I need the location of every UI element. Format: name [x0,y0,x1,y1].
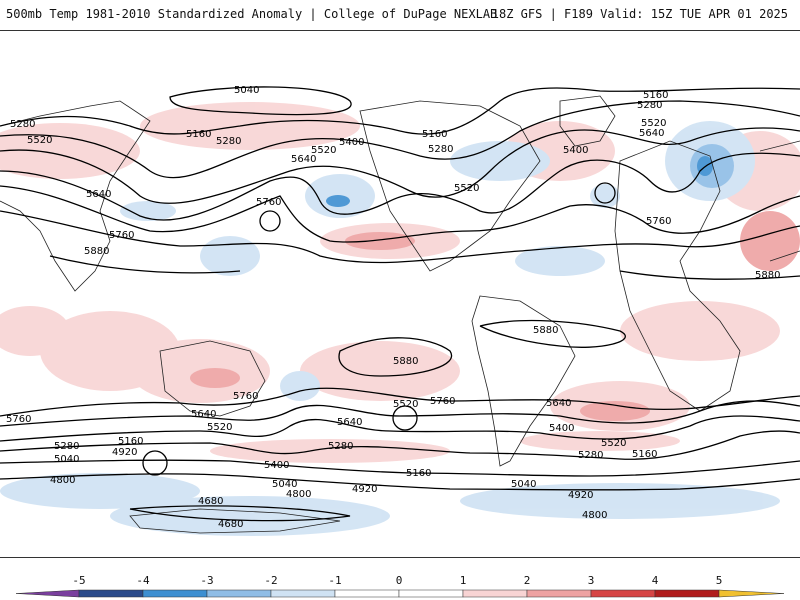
coast-east-asia [759,140,800,262]
contour-label: 5640 [191,409,216,420]
contour-label: 5640 [546,398,571,409]
contour-label: 5280 [10,119,35,130]
colorbar-tick-label: 5 [715,574,723,587]
contour-labels: 5040 5280 5520 5160 5280 5640 5520 5400 … [6,85,780,530]
contour-label: 5040 [54,454,79,465]
contour-label: 5520 [641,118,666,129]
colorbar-segment [462,589,528,598]
colorbar-tick-label: -5 [72,574,86,587]
contour-5880-pacific [338,337,453,377]
contour-label: 5160 [422,129,447,140]
contour-label: 5280 [578,450,603,461]
contour-label: 5040 [272,479,297,490]
contour-label: 5040 [234,85,259,96]
contour-5880-atlantic [479,319,626,348]
colorbar-segment [142,589,208,598]
contour-label: 5520 [454,183,479,194]
contour-label: 5520 [207,422,232,433]
contour-label: 5160 [186,129,211,140]
coast-greenland [559,95,616,147]
colorbar-segment [398,589,464,598]
contour-label: 4680 [198,496,223,507]
colorbar-segment [15,589,80,598]
contour-label: 5880 [755,270,780,281]
anomaly-map: 5040 5280 5520 5160 5280 5640 5520 5400 … [0,30,800,558]
colorbar-tick-label: -2 [264,574,278,587]
colorbar-segment [590,589,656,598]
product-title: 500mb Temp 1981-2010 Standardized Anomal… [6,7,498,21]
contour-label: 5400 [549,423,574,434]
contour-label: 5520 [393,399,418,410]
contour-label: 4800 [50,475,75,486]
colorbar-tick-label: -3 [200,574,214,587]
coast-europe-africa [614,140,741,412]
contour-label: 5880 [84,246,109,257]
coastlines [0,95,800,534]
contour-label: 5400 [563,145,588,156]
colorbar-tick-label: 2 [523,574,531,587]
colorbar-segment [654,589,720,598]
contour-label: 5400 [339,137,364,148]
contour-label: 5640 [86,189,111,200]
contour-label: 5760 [6,414,31,425]
header: 500mb Temp 1981-2010 Standardized Anomal… [0,0,800,30]
coast-north-america [359,100,541,272]
colorbar-tick-label: -1 [328,574,342,587]
colorbar-segment [334,589,400,598]
contour-label: 5280 [428,144,453,155]
coast-australia [159,340,266,417]
colorbar-scale [15,589,785,598]
contour-label: 5880 [393,356,418,367]
contour-label: 5160 [632,449,657,460]
coast-antarctica [129,508,341,534]
contour-label: 5760 [109,230,134,241]
contour-label: 5160 [406,468,431,479]
contour-label: 5760 [430,396,455,407]
contour-label: 5760 [646,216,671,227]
contour-label: 4920 [112,447,137,458]
colorbar: -5 -4 -3 -2 -1 0 1 2 3 4 5 [0,568,800,600]
colorbar-segment [270,589,336,598]
contour-label: 5760 [256,197,281,208]
colorbar-tick-label: 3 [587,574,595,587]
contour-label: 5280 [54,441,79,452]
contour-label: 5280 [216,136,241,147]
contour-label: 5760 [233,391,258,402]
colorbar-tick-label: -4 [136,574,150,587]
contour-label: 4800 [582,510,607,521]
coast-asia [0,100,151,292]
shade-warm-npac [0,123,140,179]
contour-label: 5880 [533,325,558,336]
colorbar-segment [206,589,272,598]
model-run-info: 18Z GFS | F189 Valid: 15Z TUE APR 01 202… [491,7,788,21]
colorbar-tick-label: 0 [395,574,403,587]
height-contours [0,86,800,522]
map-canvas: 5040 5280 5520 5160 5280 5640 5520 5400 … [0,85,800,536]
contour-label: 4920 [352,484,377,495]
contour-label: 4800 [286,489,311,500]
colorbar-tick-label: 4 [651,574,659,587]
colorbar-segment [526,589,592,598]
contour-label: 5160 [118,436,143,447]
contour-label: 5520 [601,438,626,449]
contour-label: 5640 [291,154,316,165]
contour-label: 5160 [643,90,668,101]
colorbar-segment [78,589,144,598]
colorbar-tick-label: 1 [459,574,467,587]
contour-label: 5040 [511,479,536,490]
anomaly-shading [0,102,800,536]
contour-label: 5520 [311,145,336,156]
colorbar-segment [718,589,785,598]
contour-label: 4680 [218,519,243,530]
contour-label: 5640 [639,128,664,139]
contour-label: 5280 [328,441,353,452]
coast-south-america [471,295,576,467]
contour-label: 5280 [637,100,662,111]
contour-label: 5400 [264,460,289,471]
contour-label: 5520 [27,135,52,146]
contour-label: 4920 [568,490,593,501]
contour-label: 5640 [337,417,362,428]
